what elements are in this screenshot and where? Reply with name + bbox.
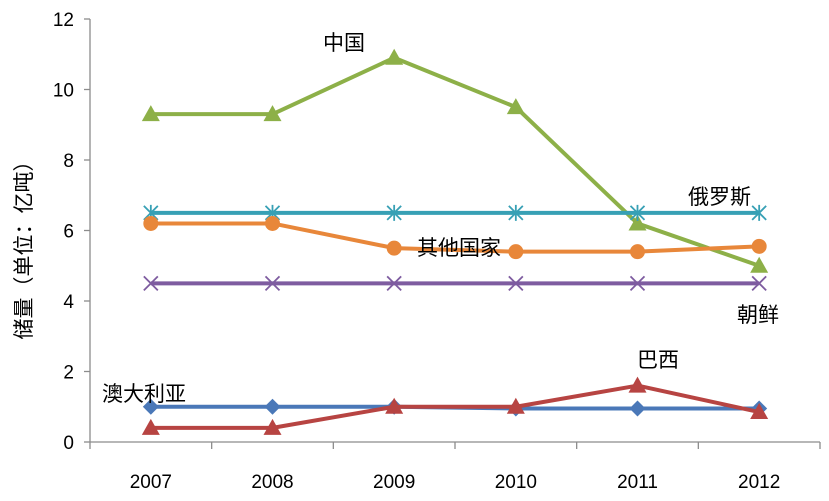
data-point [141, 418, 160, 435]
x-tick-label: 2012 [738, 472, 780, 493]
data-point [506, 98, 525, 115]
data-point [385, 397, 404, 414]
data-point [628, 214, 647, 231]
series-layer [141, 48, 769, 435]
series-others [143, 215, 767, 260]
data-point [508, 275, 524, 292]
data-point [751, 204, 767, 221]
data-point [751, 238, 767, 254]
data-point [628, 376, 647, 393]
data-point [751, 275, 767, 292]
y-tick-label: 8 [63, 151, 74, 172]
y-tick-label: 4 [63, 292, 74, 313]
y-tick-label: 2 [63, 363, 74, 384]
data-point [629, 400, 646, 417]
data-point [265, 215, 280, 231]
data-point [141, 105, 160, 122]
series-russia [143, 204, 767, 221]
data-point [264, 398, 281, 415]
annotation-brazil: 巴西 [637, 348, 679, 372]
data-point [630, 244, 645, 260]
data-point [508, 204, 524, 221]
data-point [142, 398, 159, 415]
data-point [263, 418, 282, 435]
x-tick-label: 2007 [130, 472, 172, 493]
annotation-australia: 澳大利亚 [102, 382, 186, 406]
data-point [386, 204, 402, 221]
axes: 0 2 4 6 8 10 12 2007 2008 2009 2010 2011 2012 [53, 10, 821, 493]
data-point [386, 275, 402, 292]
series-line [150, 55, 760, 268]
x-tick-label: 2008 [251, 472, 293, 493]
series-line [150, 383, 760, 430]
data-point [263, 105, 282, 122]
series-china [141, 48, 769, 273]
series-line [150, 221, 760, 254]
x-tick-label: 2010 [495, 472, 537, 493]
y-axis-label: 储量（单位：亿吨） [12, 151, 36, 340]
series-north-korea [143, 275, 767, 292]
annotation-china: 中国 [323, 31, 365, 55]
series-annotations: 中国 俄罗斯 其他国家 朝鲜 澳大利亚 巴西 [102, 31, 779, 406]
data-point [506, 397, 525, 414]
data-point [629, 204, 646, 221]
data-point [629, 275, 646, 292]
y-tick-label: 12 [53, 10, 74, 31]
annotation-others: 其他国家 [417, 236, 501, 260]
x-tick-label: 2009 [373, 472, 415, 493]
y-tick-label: 6 [63, 222, 74, 243]
series-brazil [141, 376, 769, 435]
data-point [143, 215, 159, 231]
data-point [750, 256, 769, 273]
data-point [750, 403, 769, 420]
y-tick-label: 0 [63, 433, 74, 454]
data-point [386, 240, 402, 256]
data-point [508, 244, 524, 260]
annotation-russia: 俄罗斯 [688, 185, 751, 209]
x-tick-label: 2011 [617, 472, 658, 493]
data-point [264, 275, 281, 292]
data-point [385, 48, 404, 65]
annotation-north-korea: 朝鲜 [737, 303, 779, 327]
data-point [143, 275, 159, 292]
y-tick-label: 10 [53, 81, 74, 102]
